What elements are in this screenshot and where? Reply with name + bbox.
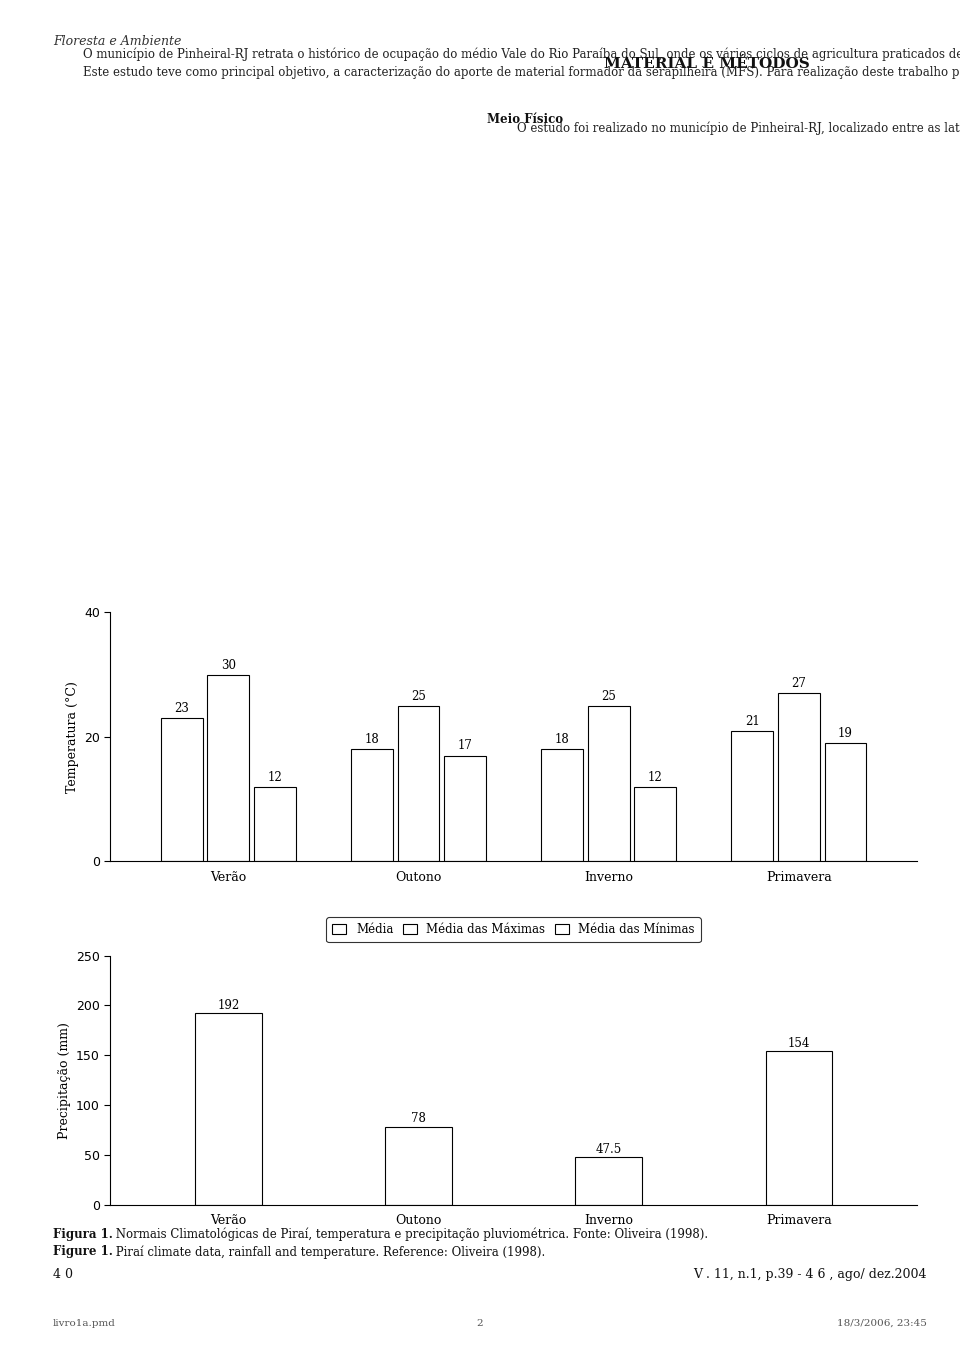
Text: 23: 23 xyxy=(175,703,189,715)
Text: 19: 19 xyxy=(838,727,852,740)
Bar xyxy=(732,731,773,861)
Bar xyxy=(635,786,676,861)
Text: 154: 154 xyxy=(788,1036,810,1050)
Text: 18/3/2006, 23:45: 18/3/2006, 23:45 xyxy=(836,1319,926,1329)
Bar xyxy=(541,750,583,861)
Text: Piraí climate data, rainfall and temperature. Reference: Oliveira (1998).: Piraí climate data, rainfall and tempera… xyxy=(112,1245,545,1259)
Text: livro1a.pmd: livro1a.pmd xyxy=(53,1319,115,1329)
Text: 18: 18 xyxy=(555,734,569,746)
Text: 192: 192 xyxy=(217,999,239,1012)
Text: 4 0: 4 0 xyxy=(53,1268,73,1281)
Text: 30: 30 xyxy=(221,658,236,672)
Bar xyxy=(195,1014,261,1205)
Text: Meio Físico: Meio Físico xyxy=(487,113,564,127)
Bar xyxy=(207,674,250,861)
Text: 2: 2 xyxy=(477,1319,483,1329)
Text: 27: 27 xyxy=(791,677,806,690)
Bar xyxy=(588,705,630,861)
Y-axis label: Temperatura (°C): Temperatura (°C) xyxy=(65,681,79,793)
Bar xyxy=(778,693,820,861)
Bar xyxy=(254,786,296,861)
Bar xyxy=(575,1158,642,1205)
Y-axis label: Precipitação (mm): Precipitação (mm) xyxy=(58,1022,70,1139)
Text: 12: 12 xyxy=(268,771,282,783)
Bar xyxy=(161,719,203,861)
Text: 78: 78 xyxy=(411,1113,426,1125)
Text: 47.5: 47.5 xyxy=(595,1143,622,1156)
Text: MATERIAL E MÉTODOS: MATERIAL E MÉTODOS xyxy=(604,57,809,70)
Text: 17: 17 xyxy=(458,739,472,752)
Bar xyxy=(397,705,440,861)
Bar xyxy=(444,755,486,861)
Bar xyxy=(825,743,867,861)
Text: Figure 1.: Figure 1. xyxy=(53,1245,112,1259)
Text: V . 11, n.1, p.39 - 4 6 , ago/ dez.2004: V . 11, n.1, p.39 - 4 6 , ago/ dez.2004 xyxy=(693,1268,926,1281)
Text: 25: 25 xyxy=(411,689,426,703)
Text: 21: 21 xyxy=(745,715,759,728)
Legend: Média, Média das Máximas, Média das Mínimas: Média, Média das Máximas, Média das Míni… xyxy=(326,917,701,942)
Text: Floresta e Ambiente: Floresta e Ambiente xyxy=(53,35,181,48)
Text: O município de Pinheiral-RJ retrata o histórico de ocupação do médio Vale do Rio: O município de Pinheiral-RJ retrata o hi… xyxy=(53,47,960,79)
Text: 25: 25 xyxy=(601,689,616,703)
Text: O estudo foi realizado no município de Pinheiral-RJ, localizado entre as latitud: O estudo foi realizado no município de P… xyxy=(487,121,960,135)
Text: 18: 18 xyxy=(365,734,379,746)
Bar xyxy=(385,1127,452,1205)
Text: 12: 12 xyxy=(648,771,662,783)
Bar xyxy=(765,1051,832,1205)
Text: Normais Climatológicas de Piraí, temperatura e precipitação pluviométrica. Fonte: Normais Climatológicas de Piraí, tempera… xyxy=(112,1228,708,1241)
Text: Figura 1.: Figura 1. xyxy=(53,1228,112,1241)
Bar xyxy=(351,750,393,861)
